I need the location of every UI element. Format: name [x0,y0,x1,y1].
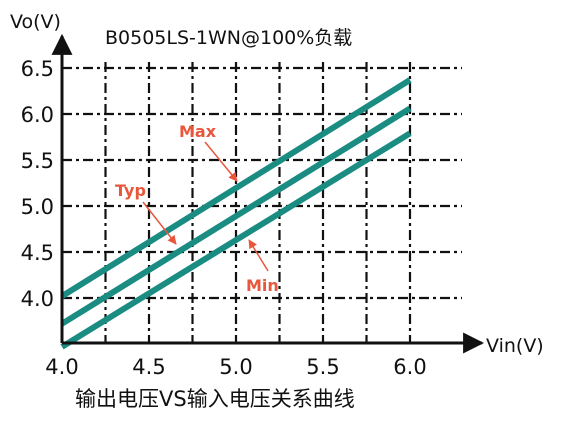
annotations: Max Typ Min [115,122,279,295]
annotation-arrow-max [204,141,238,182]
chart-title: B0505LS-1WN@100%负载 [105,27,352,49]
chart-caption: 输出电压VS输入电压关系曲线 [75,387,355,411]
y-tick-label: 4.0 [21,287,54,311]
y-tick-label: 4.5 [21,241,54,265]
y-tick-label: 5.5 [21,149,54,173]
series-label-max: Max [179,122,217,141]
x-tick-label: 4.0 [45,355,78,379]
series-line-max [60,77,412,299]
y-axis-title: Vo(V) [10,11,61,33]
x-tick-label: 6.0 [393,355,426,379]
y-tick-label: 6.5 [21,57,54,81]
x-tick-label: 4.5 [132,355,165,379]
annotation-arrow-min [248,239,269,272]
series-label-typ: Typ [115,181,146,200]
x-tick-label: 5.5 [306,355,339,379]
series-label-min: Min [246,276,279,295]
ticks: 4.0 4.5 5.0 5.5 6.0 6.5 4.0 4.5 5.0 5.5 6.0 [21,57,427,379]
series-line-min [60,130,412,350]
y-tick-label: 6.0 [21,103,54,127]
series-line-typ [60,105,412,327]
x-tick-label: 5.0 [219,355,252,379]
annotation-arrow-typ [142,201,177,245]
x-axis-title: Vin(V) [486,335,544,357]
y-tick-label: 5.0 [21,195,54,219]
series-lines [60,77,412,350]
